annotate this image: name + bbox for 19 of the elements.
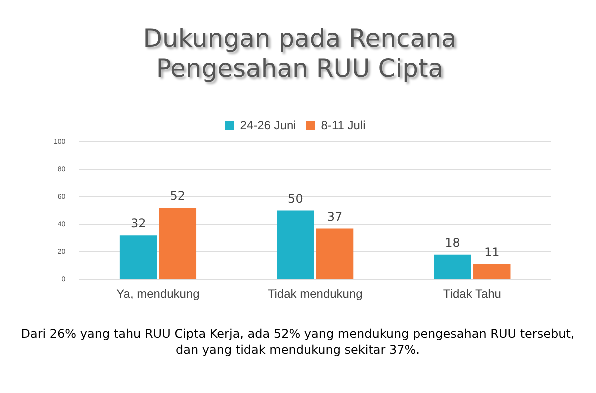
text: Dari 26% yang tahu RUU Cipta Kerja, ada 52% yang mendukung pengesahan RUU tersebut, dan yang tidak mendukung sekitar 37%. xyxy=(20,326,576,358)
bar xyxy=(434,254,472,280)
bar xyxy=(316,228,354,280)
legend-label: 8-11 Juli xyxy=(321,118,366,132)
x-tick-label: Tidak mendukung xyxy=(268,287,363,302)
bar xyxy=(120,236,158,280)
chart-title: Dukungan pada Rencana Pengesahan RUU Cipta xyxy=(142,24,458,84)
x-tick-label: Ya, mendukung xyxy=(116,287,200,302)
data-label: 52 xyxy=(170,189,186,204)
data-label: 11 xyxy=(484,246,500,260)
data-label: 18 xyxy=(445,236,460,250)
bar xyxy=(277,210,314,280)
x-tick-label: Tidak Tahu xyxy=(443,287,502,302)
data-label: 37 xyxy=(327,210,343,224)
data-label: 32 xyxy=(130,216,146,231)
bar xyxy=(473,264,511,280)
bar xyxy=(159,208,197,280)
data-label: 50 xyxy=(288,192,304,206)
legend-label: 24-26 Juni xyxy=(240,118,296,132)
